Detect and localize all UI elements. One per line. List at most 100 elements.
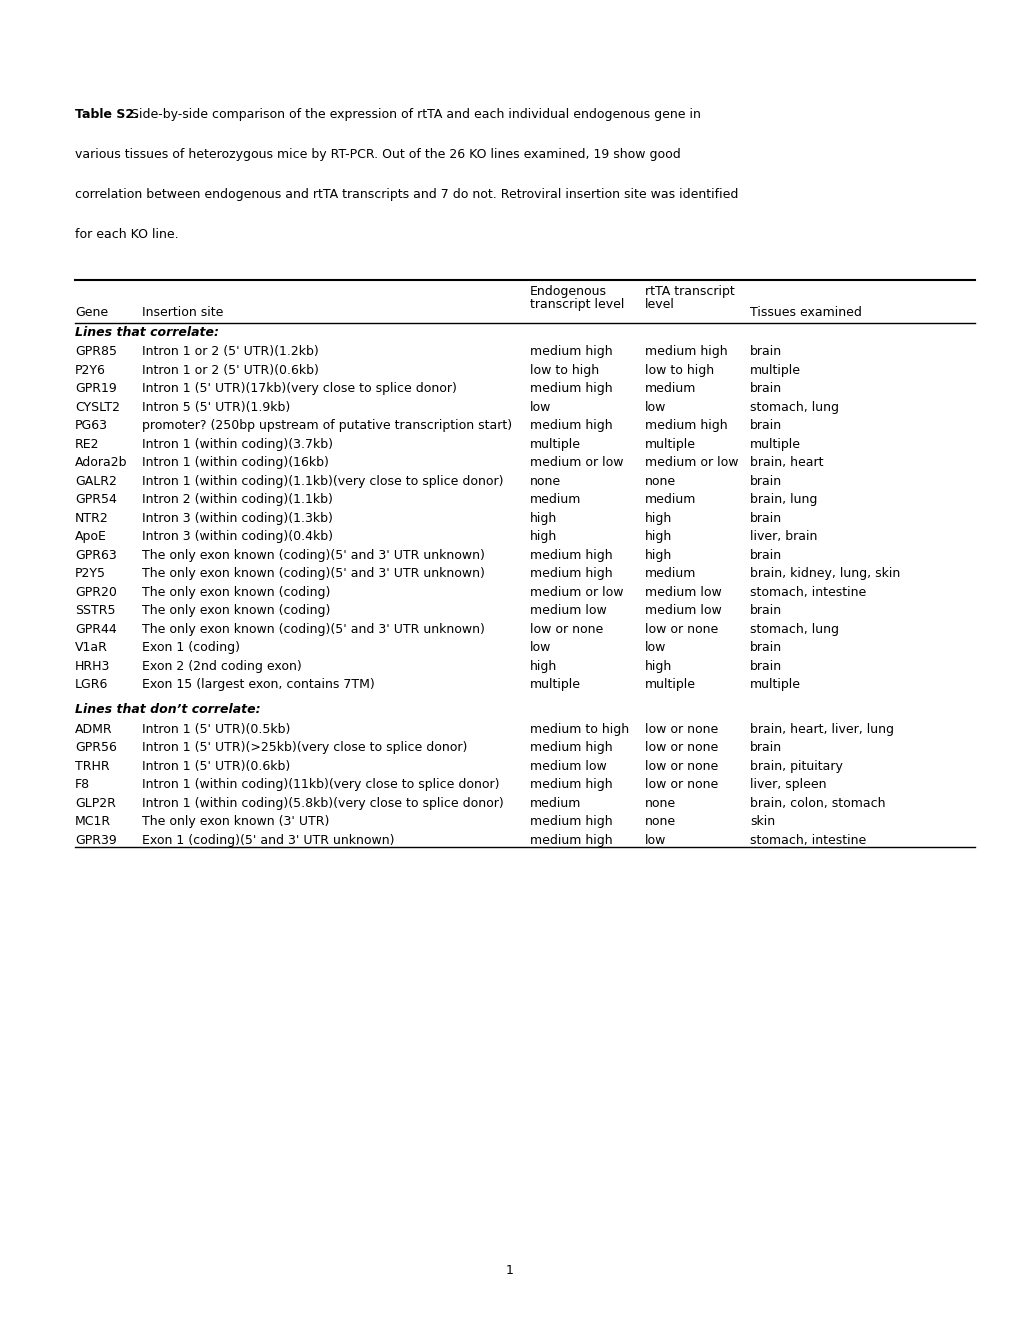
Text: medium high: medium high (530, 778, 612, 792)
Text: brain: brain (749, 512, 782, 525)
Text: high: high (530, 660, 556, 673)
Text: The only exon known (3' UTR): The only exon known (3' UTR) (142, 815, 329, 828)
Text: P2Y5: P2Y5 (75, 568, 106, 581)
Text: low or none: low or none (644, 723, 717, 736)
Text: TRHR: TRHR (75, 760, 109, 773)
Text: multiple: multiple (530, 678, 581, 691)
Text: Intron 1 (within coding)(11kb)(very close to splice donor): Intron 1 (within coding)(11kb)(very clos… (142, 778, 499, 792)
Text: Intron 1 (5' UTR)(0.6kb): Intron 1 (5' UTR)(0.6kb) (142, 760, 290, 773)
Text: NTR2: NTR2 (75, 512, 109, 525)
Text: Tissues examined: Tissues examined (749, 306, 861, 319)
Text: low: low (644, 834, 665, 847)
Text: Endogenous: Endogenous (530, 284, 606, 298)
Text: brain: brain (749, 419, 782, 432)
Text: medium or low: medium or low (530, 457, 623, 469)
Text: medium: medium (644, 382, 696, 395)
Text: medium low: medium low (644, 605, 721, 618)
Text: low: low (530, 400, 551, 414)
Text: Exon 2 (2nd coding exon): Exon 2 (2nd coding exon) (142, 660, 302, 673)
Text: brain: brain (749, 641, 782, 655)
Text: medium high: medium high (530, 834, 612, 847)
Text: medium low: medium low (530, 605, 606, 618)
Text: CYSLT2: CYSLT2 (75, 400, 120, 414)
Text: brain, kidney, lung, skin: brain, kidney, lung, skin (749, 568, 900, 581)
Text: multiple: multiple (530, 439, 581, 450)
Text: low or none: low or none (530, 623, 602, 636)
Text: medium high: medium high (644, 345, 727, 358)
Text: low to high: low to high (644, 363, 713, 377)
Text: brain: brain (749, 605, 782, 618)
Text: GLP2R: GLP2R (75, 797, 116, 810)
Text: medium to high: medium to high (530, 723, 629, 736)
Text: brain: brain (749, 660, 782, 673)
Text: brain: brain (749, 549, 782, 562)
Text: none: none (644, 475, 676, 487)
Text: high: high (530, 531, 556, 544)
Text: 1: 1 (505, 1264, 514, 1277)
Text: various tissues of heterozygous mice by RT-PCR. Out of the 26 KO lines examined,: various tissues of heterozygous mice by … (75, 148, 680, 161)
Text: multiple: multiple (749, 439, 800, 450)
Text: Intron 1 or 2 (5' UTR)(1.2kb): Intron 1 or 2 (5' UTR)(1.2kb) (142, 345, 319, 358)
Text: The only exon known (coding)(5' and 3' UTR unknown): The only exon known (coding)(5' and 3' U… (142, 623, 484, 636)
Text: The only exon known (coding): The only exon known (coding) (142, 605, 330, 618)
Text: high: high (530, 512, 556, 525)
Text: medium: medium (644, 494, 696, 507)
Text: Intron 5 (5' UTR)(1.9kb): Intron 5 (5' UTR)(1.9kb) (142, 400, 290, 414)
Text: GPR19: GPR19 (75, 382, 116, 395)
Text: liver, brain: liver, brain (749, 531, 816, 544)
Text: Intron 1 (5' UTR)(0.5kb): Intron 1 (5' UTR)(0.5kb) (142, 723, 290, 736)
Text: medium or low: medium or low (644, 457, 738, 469)
Text: Intron 3 (within coding)(0.4kb): Intron 3 (within coding)(0.4kb) (142, 531, 332, 544)
Text: promoter? (250bp upstream of putative transcription start): promoter? (250bp upstream of putative tr… (142, 419, 512, 432)
Text: Intron 1 (within coding)(3.7kb): Intron 1 (within coding)(3.7kb) (142, 439, 332, 450)
Text: medium high: medium high (530, 815, 612, 828)
Text: F8: F8 (75, 778, 90, 792)
Text: PG63: PG63 (75, 419, 108, 432)
Text: correlation between endogenous and rtTA transcripts and 7 do not. Retroviral ins: correlation between endogenous and rtTA … (75, 188, 738, 202)
Text: Intron 1 (within coding)(5.8kb)(very close to splice donor): Intron 1 (within coding)(5.8kb)(very clo… (142, 797, 503, 810)
Text: low: low (644, 400, 665, 414)
Text: GPR39: GPR39 (75, 834, 116, 847)
Text: V1aR: V1aR (75, 641, 108, 655)
Text: GPR44: GPR44 (75, 623, 116, 636)
Text: Gene: Gene (75, 306, 108, 319)
Text: GPR54: GPR54 (75, 494, 117, 507)
Text: medium high: medium high (530, 419, 612, 432)
Text: brain, colon, stomach: brain, colon, stomach (749, 797, 884, 810)
Text: Intron 2 (within coding)(1.1kb): Intron 2 (within coding)(1.1kb) (142, 494, 332, 507)
Text: high: high (644, 660, 672, 673)
Text: brain: brain (749, 475, 782, 487)
Text: Table S2.: Table S2. (75, 108, 139, 121)
Text: medium high: medium high (530, 382, 612, 395)
Text: level: level (644, 298, 675, 311)
Text: Intron 1 or 2 (5' UTR)(0.6kb): Intron 1 or 2 (5' UTR)(0.6kb) (142, 363, 319, 377)
Text: Lines that correlate:: Lines that correlate: (75, 327, 219, 338)
Text: stomach, lung: stomach, lung (749, 623, 839, 636)
Text: low: low (644, 641, 665, 655)
Text: skin: skin (749, 815, 774, 828)
Text: GALR2: GALR2 (75, 475, 117, 487)
Text: low or none: low or none (644, 760, 717, 773)
Text: medium: medium (530, 797, 581, 810)
Text: brain, lung: brain, lung (749, 494, 816, 507)
Text: low or none: low or none (644, 778, 717, 792)
Text: Insertion site: Insertion site (142, 306, 223, 319)
Text: liver, spleen: liver, spleen (749, 778, 825, 792)
Text: The only exon known (coding): The only exon known (coding) (142, 586, 330, 599)
Text: Intron 1 (within coding)(1.1kb)(very close to splice donor): Intron 1 (within coding)(1.1kb)(very clo… (142, 475, 503, 487)
Text: medium or low: medium or low (530, 586, 623, 599)
Text: P2Y6: P2Y6 (75, 363, 106, 377)
Text: medium high: medium high (530, 568, 612, 581)
Text: none: none (644, 815, 676, 828)
Text: medium high: medium high (530, 345, 612, 358)
Text: multiple: multiple (749, 678, 800, 691)
Text: Exon 15 (largest exon, contains 7TM): Exon 15 (largest exon, contains 7TM) (142, 678, 374, 691)
Text: brain: brain (749, 345, 782, 358)
Text: for each KO line.: for each KO line. (75, 228, 178, 241)
Text: rtTA transcript: rtTA transcript (644, 284, 734, 298)
Text: high: high (644, 512, 672, 525)
Text: RE2: RE2 (75, 439, 100, 450)
Text: brain: brain (749, 741, 782, 755)
Text: Exon 1 (coding): Exon 1 (coding) (142, 641, 239, 655)
Text: Intron 3 (within coding)(1.3kb): Intron 3 (within coding)(1.3kb) (142, 512, 332, 525)
